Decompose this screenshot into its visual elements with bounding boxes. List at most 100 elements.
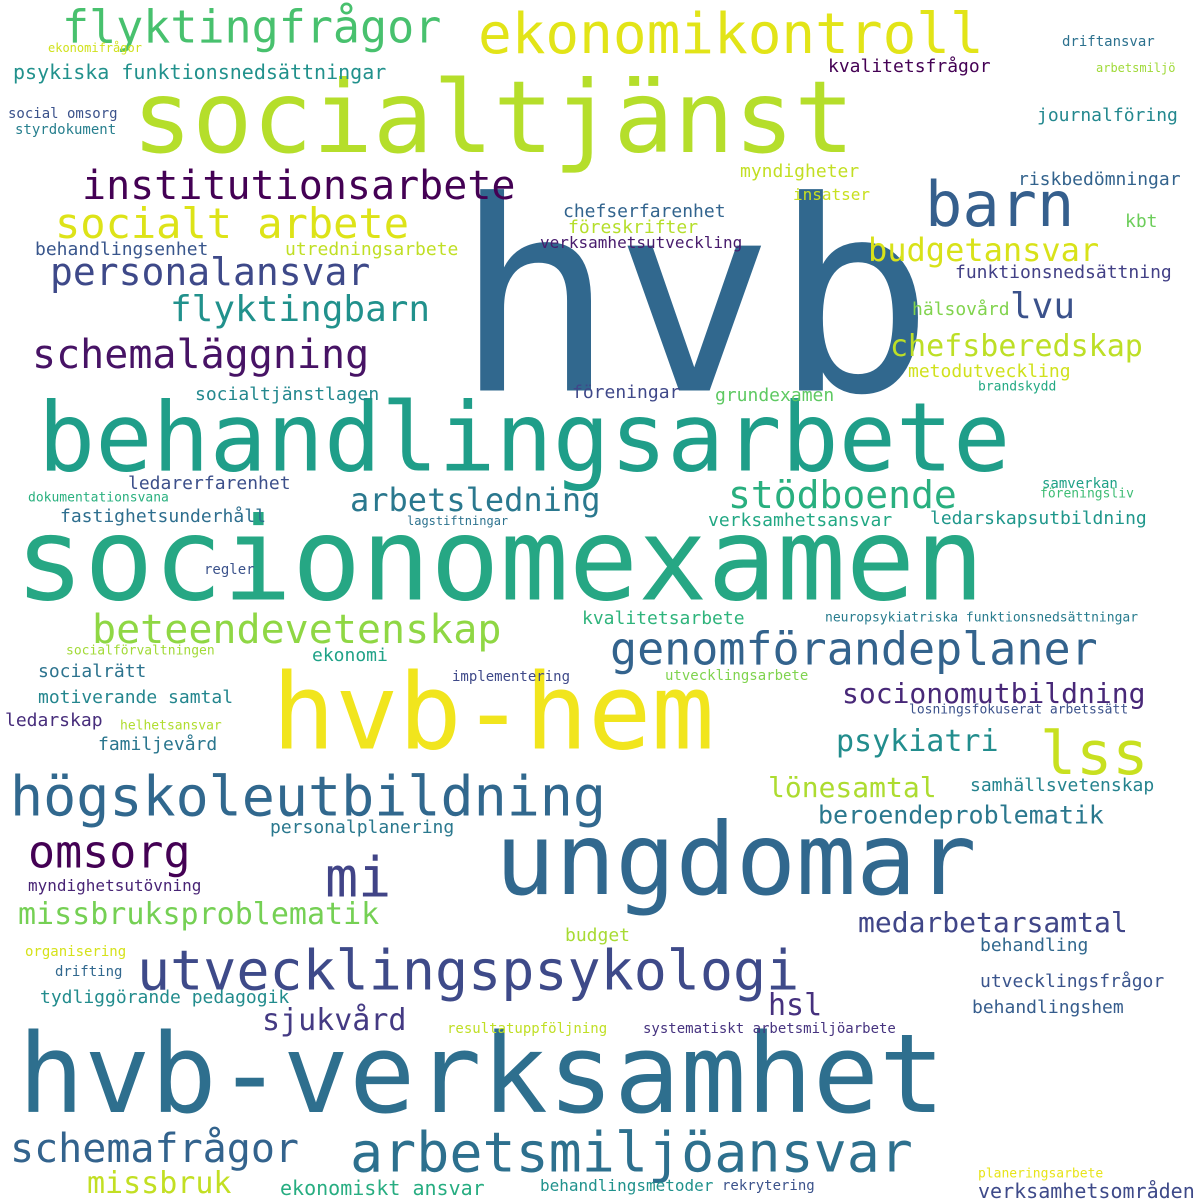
cloud-word: socialtjänst bbox=[132, 59, 855, 176]
cloud-word: helhetsansvar bbox=[120, 718, 222, 734]
cloud-word: samhällsvetenskap bbox=[970, 775, 1155, 796]
cloud-word: socialt arbete bbox=[55, 199, 410, 248]
cloud-word: flyktingbarn bbox=[170, 289, 431, 330]
cloud-word: föreningsliv bbox=[1040, 486, 1134, 502]
cloud-word: hvb-hem bbox=[272, 651, 715, 774]
cloud-word: budgetansvar bbox=[868, 231, 1100, 269]
cloud-word: budget bbox=[565, 925, 631, 946]
cloud-word: socionomutbildning bbox=[842, 677, 1146, 710]
cloud-word: hsl bbox=[768, 988, 823, 1023]
cloud-word: regler bbox=[204, 562, 255, 578]
cloud-word: institutionsarbete bbox=[82, 163, 516, 209]
cloud-word: missbruksproblematik bbox=[18, 897, 380, 932]
cloud-word: behandling bbox=[980, 935, 1089, 956]
cloud-word: psykiatri bbox=[836, 724, 999, 759]
cloud-word: planeringsarbete bbox=[978, 1166, 1104, 1182]
cloud-word: ungdomar bbox=[495, 801, 977, 918]
cloud-word: mi bbox=[325, 845, 392, 910]
cloud-word: arbetsmiljö bbox=[1096, 61, 1176, 75]
cloud-word: schemaläggning bbox=[32, 332, 370, 378]
cloud-word: behandlingsarbete bbox=[38, 383, 1011, 494]
cloud-word: utvecklingsfrågor bbox=[980, 971, 1165, 992]
cloud-word: arbetsmiljöansvar bbox=[350, 1120, 913, 1185]
cloud-word: motiverande samtal bbox=[38, 687, 234, 708]
cloud-word: chefsberedskap bbox=[890, 329, 1143, 364]
cloud-word: behandlingshem bbox=[972, 997, 1124, 1018]
cloud-word: ledarskap bbox=[5, 710, 103, 731]
cloud-word: samverkan bbox=[1042, 476, 1118, 492]
cloud-word: hälsovård bbox=[912, 299, 1010, 320]
cloud-word: implementering bbox=[452, 669, 571, 685]
cloud-word: verksamhetsutveckling bbox=[540, 233, 743, 252]
cloud-word: lagstiftningar bbox=[407, 514, 509, 528]
cloud-word: ekonomi bbox=[312, 645, 388, 666]
cloud-word: hvb bbox=[455, 145, 934, 454]
cloud-word: högskoleutbildning bbox=[10, 764, 607, 829]
cloud-word: kvalitetsfrågor bbox=[828, 56, 991, 77]
cloud-word: behandlingsenhet bbox=[35, 239, 209, 260]
cloud-word: socialrätt bbox=[38, 661, 147, 682]
cloud-word: personalplanering bbox=[270, 817, 455, 838]
cloud-word: rekrytering bbox=[722, 1178, 815, 1194]
cloud-word: verksamhetsansvar bbox=[708, 510, 893, 531]
cloud-word: ekonomifrågor bbox=[48, 41, 142, 55]
cloud-word: insatser bbox=[793, 185, 871, 204]
cloud-word: utvecklingsarbete bbox=[665, 668, 809, 684]
cloud-word: ekonomikontroll bbox=[478, 2, 984, 67]
cloud-word: losningsfokuserat arbetssätt bbox=[909, 702, 1129, 718]
cloud-word: metodutveckling bbox=[908, 361, 1071, 382]
cloud-word: social omsorg bbox=[8, 106, 118, 122]
cloud-word: systematiskt arbetsmiljöarbete bbox=[643, 1021, 896, 1037]
cloud-word: genomförandeplaner bbox=[610, 622, 1098, 676]
cloud-word: utredningsarbete bbox=[285, 239, 459, 260]
cloud-word: personalansvar bbox=[50, 250, 371, 294]
cloud-word: kvalitetsarbete bbox=[582, 608, 745, 629]
cloud-word: riskbedömningar bbox=[1018, 169, 1181, 190]
cloud-word: tydliggörande pedagogik bbox=[40, 987, 290, 1008]
cloud-word: flyktingfrågor bbox=[62, 0, 442, 54]
cloud-word: ledarerfarenhet bbox=[128, 473, 291, 494]
cloud-word: ekonomiskt ansvar bbox=[280, 1176, 485, 1200]
cloud-word: arbetsledning bbox=[350, 481, 601, 519]
cloud-word: styrdokument bbox=[15, 122, 117, 138]
cloud-word: utvecklingspsykologi bbox=[137, 938, 800, 1003]
cloud-word: hvb-verksamhet bbox=[18, 1010, 946, 1138]
cloud-word: drifting bbox=[55, 964, 123, 980]
cloud-word: lönesamtal bbox=[768, 771, 937, 804]
cloud-word: kbt bbox=[1125, 211, 1158, 232]
cloud-word: funktionsnedsättning bbox=[955, 262, 1172, 283]
cloud-word: sjukvård bbox=[262, 1003, 407, 1038]
cloud-word: medarbetarsamtal bbox=[858, 906, 1128, 939]
cloud-word: missbruk bbox=[87, 1166, 232, 1200]
cloud-word: psykiska funktionsnedsättningar bbox=[13, 60, 387, 84]
cloud-word: dokumentationsvana bbox=[28, 490, 169, 506]
cloud-word: resultatuppföljning bbox=[447, 1021, 608, 1037]
cloud-word: beteendevetenskap bbox=[92, 607, 502, 653]
cloud-word: föreskrifter bbox=[568, 217, 699, 238]
cloud-word: familjevård bbox=[98, 734, 218, 755]
cloud-word: föreningar bbox=[572, 382, 681, 403]
cloud-word: lss bbox=[1040, 719, 1149, 789]
cloud-word: journalföring bbox=[1037, 105, 1178, 126]
cloud-word: neuropsykiatriska funktionsnedsättningar bbox=[825, 610, 1139, 626]
cloud-word: socialförvaltningen bbox=[66, 643, 215, 659]
cloud-word: grundexamen bbox=[715, 385, 835, 406]
cloud-word: fastighetsunderhåll bbox=[60, 506, 266, 527]
cloud-word: omsorg bbox=[28, 825, 191, 879]
cloud-word: organisering bbox=[25, 944, 127, 960]
cloud-word: ledarskapsutbildning bbox=[930, 508, 1147, 529]
cloud-word: barn bbox=[925, 168, 1075, 241]
cloud-word: myndigheter bbox=[740, 161, 860, 182]
cloud-word: socialtjänstlagen bbox=[195, 384, 380, 405]
cloud-word: myndighetsutövning bbox=[28, 876, 202, 895]
cloud-word: schemafrågor bbox=[10, 1126, 299, 1172]
cloud-word: chefserfarenhet bbox=[563, 201, 726, 222]
cloud-word: brandskydd bbox=[978, 379, 1057, 395]
cloud-word: beroendeproblematik bbox=[818, 800, 1104, 830]
cloud-word: socionomexamen bbox=[15, 493, 985, 628]
cloud-word: driftansvar bbox=[1062, 34, 1155, 50]
cloud-word: verksamhetsområden bbox=[978, 1179, 1195, 1200]
cloud-word: stödboende bbox=[728, 473, 957, 517]
cloud-word: behandlingsmetoder bbox=[540, 1176, 714, 1195]
